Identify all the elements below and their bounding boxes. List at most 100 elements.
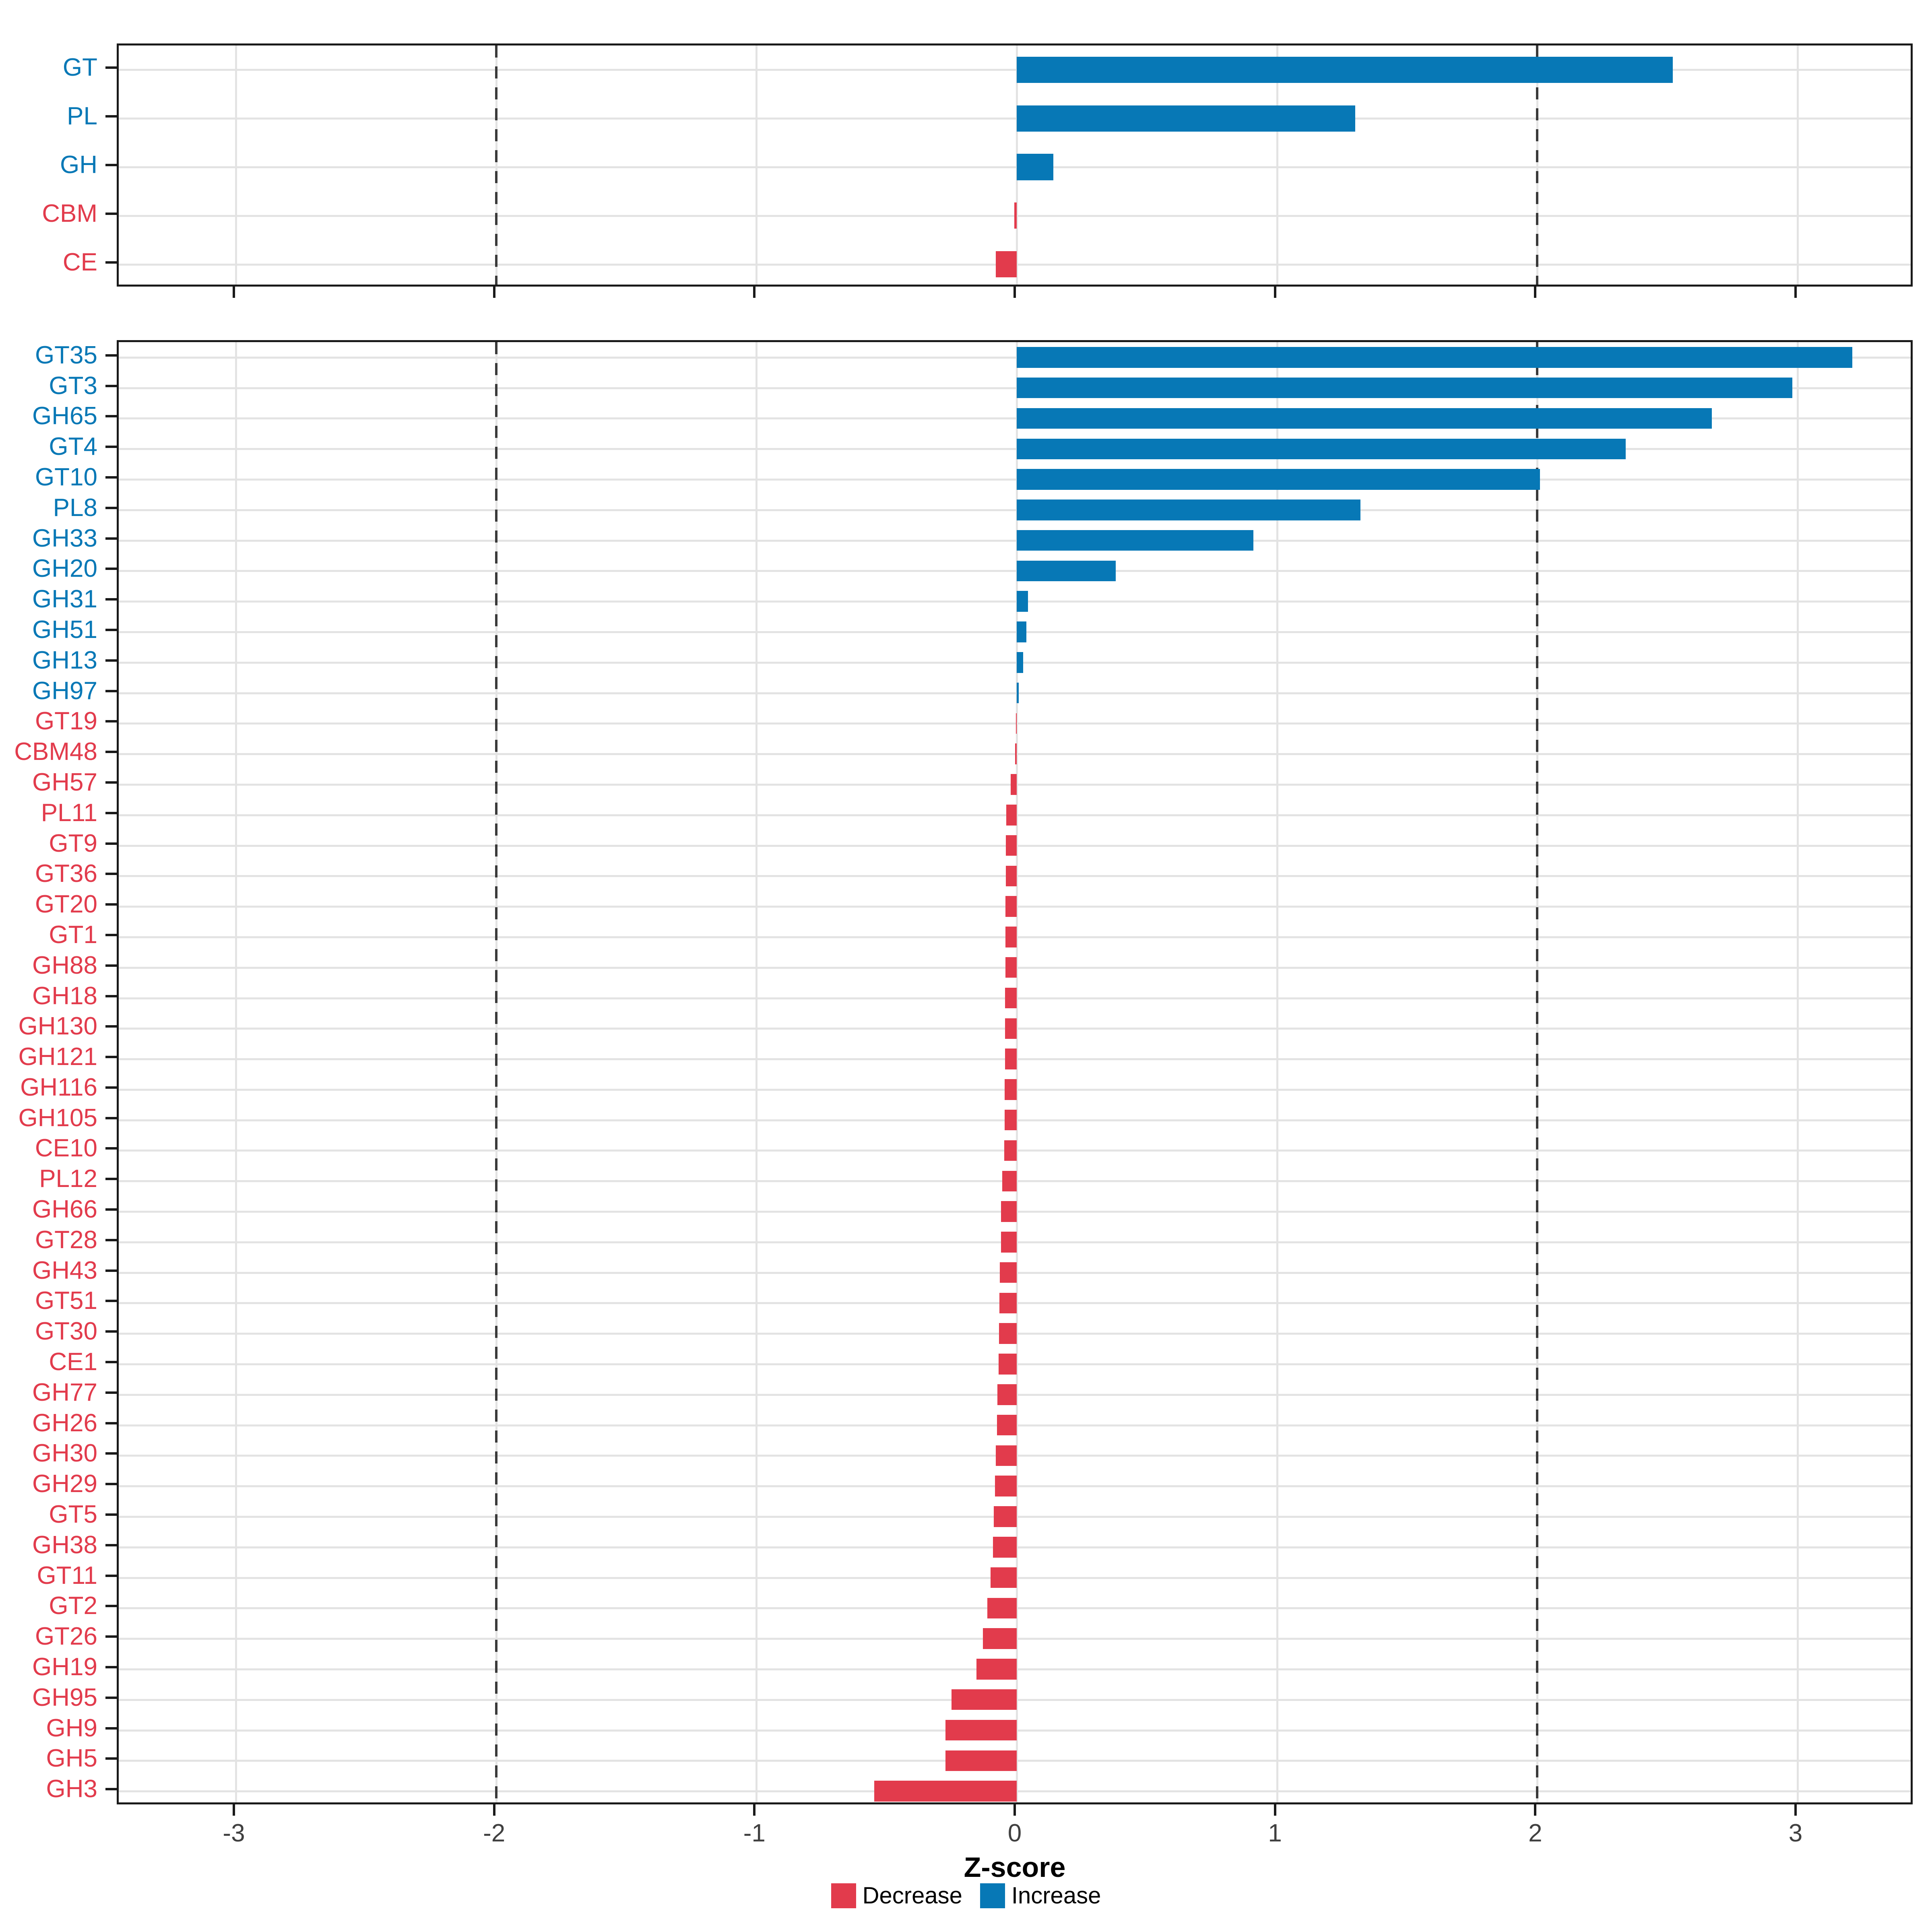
y-gridline bbox=[119, 417, 1911, 420]
y-tick bbox=[105, 659, 117, 662]
bar-GH88 bbox=[1005, 957, 1017, 978]
y-tick bbox=[105, 689, 117, 692]
y-tick bbox=[105, 1330, 117, 1333]
bar-GT1 bbox=[1005, 927, 1017, 947]
y-tick bbox=[105, 1513, 117, 1516]
bar-GH38 bbox=[993, 1537, 1017, 1558]
y-axis-label-GH97: GH97 bbox=[32, 677, 97, 705]
bar-GH57 bbox=[1011, 774, 1017, 795]
bar-GH20 bbox=[1017, 560, 1116, 582]
bar-GT2 bbox=[987, 1598, 1017, 1619]
legend: Decrease Increase bbox=[0, 1882, 1932, 1909]
bar-GH5 bbox=[945, 1750, 1017, 1771]
y-tick bbox=[105, 720, 117, 723]
y-axis-label-CE: CE bbox=[62, 248, 97, 276]
y-tick bbox=[105, 1422, 117, 1424]
x-tick bbox=[233, 1804, 235, 1816]
x-gridline bbox=[235, 342, 237, 1802]
x-gridline bbox=[755, 45, 758, 285]
y-tick bbox=[105, 66, 117, 69]
x-tick bbox=[1013, 1804, 1016, 1816]
bar-CBM48 bbox=[1015, 743, 1017, 764]
y-axis-label-GH66: GH66 bbox=[32, 1195, 97, 1224]
bar-GH18 bbox=[1005, 987, 1017, 1009]
y-tick bbox=[105, 1117, 117, 1119]
y-axis-label-PL12: PL12 bbox=[39, 1165, 97, 1193]
x-tick bbox=[1274, 287, 1276, 298]
x-tick bbox=[1794, 1804, 1797, 1816]
y-axis-label-GH19: GH19 bbox=[32, 1653, 97, 1681]
bar-GT10 bbox=[1017, 469, 1540, 490]
bar-GT35 bbox=[1017, 347, 1852, 368]
bar-GH26 bbox=[997, 1414, 1017, 1436]
y-gridline bbox=[119, 539, 1911, 542]
y-tick bbox=[105, 811, 117, 814]
y-axis-label-PL: PL bbox=[67, 102, 97, 130]
y-axis-label-GH: GH bbox=[60, 151, 97, 179]
bar-GH3 bbox=[874, 1781, 1017, 1802]
bar-GT5 bbox=[994, 1506, 1017, 1527]
y-axis-label-GT19: GT19 bbox=[35, 707, 97, 735]
y-axis-label-GT36: GT36 bbox=[35, 860, 97, 888]
y-gridline bbox=[119, 570, 1911, 572]
y-tick bbox=[105, 212, 117, 215]
reference-line bbox=[1536, 45, 1539, 285]
x-tick bbox=[493, 1804, 495, 1816]
x-tick bbox=[1534, 287, 1537, 298]
y-tick bbox=[105, 1727, 117, 1730]
y-tick bbox=[105, 261, 117, 264]
bar-GT20 bbox=[1005, 896, 1017, 917]
legend-label-increase: Increase bbox=[1011, 1882, 1101, 1909]
y-axis-label-GH31: GH31 bbox=[32, 585, 97, 613]
panel-families bbox=[117, 43, 1913, 287]
y-axis-label-GH9: GH9 bbox=[46, 1714, 97, 1742]
bar-GT19 bbox=[1016, 713, 1017, 734]
y-axis-label-GT30: GT30 bbox=[35, 1317, 97, 1346]
bar-PL11 bbox=[1006, 805, 1017, 826]
y-axis-label-PL8: PL8 bbox=[53, 493, 97, 522]
y-axis-label-CBM48: CBM48 bbox=[14, 738, 97, 766]
y-tick bbox=[105, 537, 117, 540]
y-gridline bbox=[119, 692, 1911, 694]
y-tick bbox=[105, 1086, 117, 1089]
bar-GH51 bbox=[1017, 621, 1026, 642]
bar-GH43 bbox=[999, 1262, 1017, 1283]
y-axis-label-GT5: GT5 bbox=[49, 1500, 97, 1528]
bar-GH13 bbox=[1017, 652, 1024, 673]
y-axis-label-GH38: GH38 bbox=[32, 1531, 97, 1559]
bar-GH19 bbox=[976, 1659, 1017, 1680]
y-axis-label-PL11: PL11 bbox=[41, 799, 97, 827]
bar-GT9 bbox=[1005, 835, 1017, 856]
y-axis-label-GT11: GT11 bbox=[37, 1561, 97, 1589]
y-tick bbox=[105, 568, 117, 570]
y-axis-label-GH51: GH51 bbox=[32, 616, 97, 644]
y-axis-label-GH20: GH20 bbox=[32, 555, 97, 583]
y-axis-label-GH13: GH13 bbox=[32, 646, 97, 674]
y-axis-label-GH33: GH33 bbox=[32, 524, 97, 552]
y-axis-label-GT1: GT1 bbox=[49, 921, 97, 949]
y-tick bbox=[105, 842, 117, 845]
y-gridline bbox=[119, 448, 1911, 450]
y-axis-label-GT3: GT3 bbox=[49, 372, 97, 400]
x-tick bbox=[493, 287, 495, 298]
y-tick bbox=[105, 995, 117, 997]
y-gridline bbox=[119, 601, 1911, 603]
reference-line bbox=[495, 342, 497, 1802]
bar-PL bbox=[1017, 105, 1355, 132]
y-tick bbox=[105, 1788, 117, 1791]
y-axis-label-CE1: CE1 bbox=[49, 1348, 97, 1376]
bar-CBM bbox=[1014, 202, 1017, 229]
y-axis-label-GH65: GH65 bbox=[32, 402, 97, 430]
y-gridline bbox=[119, 69, 1911, 71]
x-axis-title: Z-score bbox=[964, 1852, 1066, 1883]
x-tick-label: -3 bbox=[223, 1819, 245, 1847]
y-tick bbox=[105, 1605, 117, 1608]
bar-GH77 bbox=[997, 1384, 1017, 1405]
bar-GT28 bbox=[1001, 1232, 1017, 1253]
y-tick bbox=[105, 1452, 117, 1455]
x-tick-label: -2 bbox=[483, 1819, 506, 1847]
y-tick bbox=[105, 1757, 117, 1760]
y-tick bbox=[105, 1666, 117, 1668]
y-axis-label-GT26: GT26 bbox=[35, 1622, 97, 1651]
x-tick-label: 2 bbox=[1528, 1819, 1542, 1847]
